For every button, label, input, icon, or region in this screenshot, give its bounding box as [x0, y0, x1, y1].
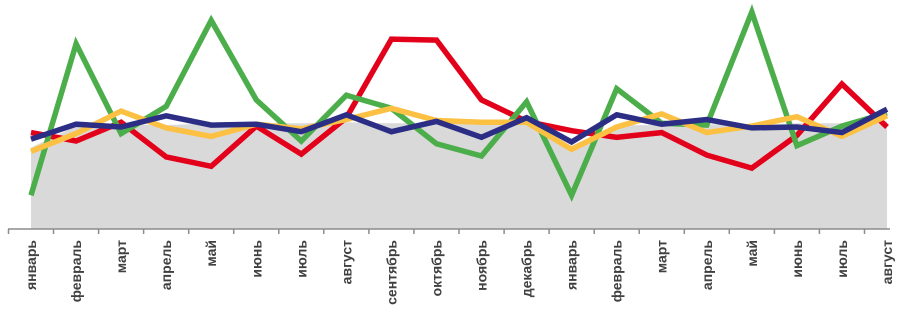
series-line-1 — [30, 36, 889, 172]
x-tick-label: август — [879, 240, 895, 284]
x-tick-label: апрель — [158, 240, 174, 290]
series-line-2 — [28, 4, 888, 202]
x-tick-label: июнь — [789, 240, 805, 278]
x-axis — [7, 228, 890, 234]
x-tick-label: март — [654, 240, 670, 273]
x-tick-label: март — [113, 240, 129, 273]
x-tick-label: февраль — [609, 240, 625, 303]
series-layer — [28, 4, 889, 202]
x-tick-label: август — [338, 240, 354, 284]
area-band — [31, 121, 887, 229]
x-tick-label: апрель — [699, 240, 715, 290]
area-layer — [31, 121, 887, 229]
series-line-4 — [30, 106, 889, 146]
x-tick-label: июль — [834, 240, 850, 278]
x-tick-label: май — [203, 240, 219, 267]
x-tick-label: сентябрь — [383, 240, 399, 305]
x-tick-label: февраль — [68, 240, 84, 303]
x-tick-label: октябрь — [429, 240, 445, 297]
x-tick-label: декабрь — [519, 240, 535, 298]
x-tick-label: январь — [564, 240, 580, 290]
x-tick-label: ноябрь — [474, 240, 490, 291]
x-tick-label: июль — [293, 240, 309, 278]
x-tick-label: январь — [23, 240, 39, 290]
x-tick-label: май — [744, 240, 760, 267]
x-tick-label: июнь — [248, 240, 264, 278]
x-tick-labels: январь февраль март апрель май июнь июль август… — [23, 240, 895, 305]
